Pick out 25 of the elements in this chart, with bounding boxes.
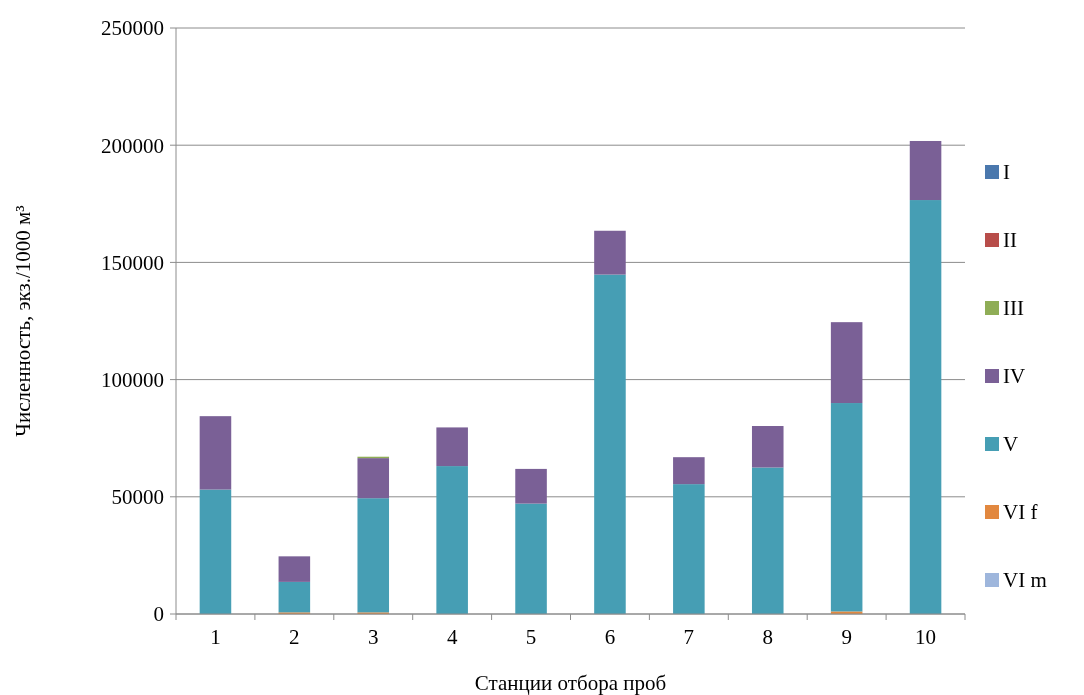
x-tick-label: 3 [368, 625, 379, 649]
x-tick-label: 8 [762, 625, 773, 649]
legend-label: VI f [1003, 500, 1038, 525]
legend-label: IV [1003, 364, 1026, 389]
y-tick-label: 150000 [101, 250, 164, 275]
y-tick-label: 0 [153, 602, 164, 627]
x-tick-label: 1 [210, 625, 221, 649]
x-tick-label: 7 [683, 625, 695, 649]
legend-label: VI m [1003, 568, 1047, 593]
x-tick-label: 6 [604, 625, 616, 649]
x-tick-label: 10 [915, 625, 937, 649]
x-tick-label: 4 [446, 625, 458, 649]
legend-label: III [1003, 296, 1024, 321]
legend-label: V [1003, 432, 1019, 457]
y-tick-label: 100000 [101, 367, 164, 392]
x-axis-title: Станции отбора проб [474, 671, 667, 695]
x-tick-label: 9 [841, 625, 852, 649]
x-tick-label: 5 [525, 625, 537, 649]
x-tick-label: 2 [289, 625, 300, 649]
legend-label: II [1003, 228, 1017, 253]
y-axis-title: Численность, экз./1000 м³ [11, 205, 35, 437]
y-tick-label: 200000 [101, 133, 164, 158]
y-tick-label: 50000 [111, 485, 164, 510]
legend-label: I [1003, 160, 1010, 185]
y-tick-label: 250000 [101, 16, 164, 41]
